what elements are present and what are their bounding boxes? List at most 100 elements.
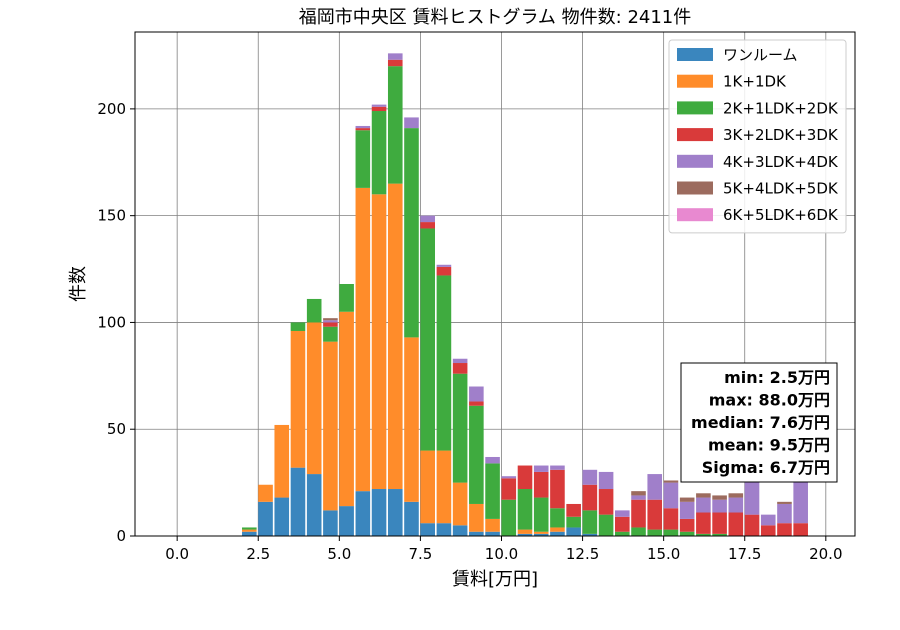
bar-segment (615, 531, 630, 536)
bar-segment (760, 514, 776, 526)
bar-segment (679, 531, 695, 536)
bar-segment (323, 510, 338, 536)
bar-segment (339, 284, 354, 312)
bar-segment (387, 53, 403, 60)
bar-segment (420, 523, 435, 536)
legend-swatch (677, 208, 713, 222)
bar-segment (793, 523, 808, 536)
legend-entry: 2K+1LDK+2DK (723, 99, 839, 117)
bar-segment (533, 531, 549, 534)
bar-segment (712, 495, 727, 500)
bar-segment (469, 405, 484, 504)
bar-segment (631, 495, 646, 500)
bar-segment (355, 128, 371, 131)
stats-line: mean: 9.5万円 (708, 436, 830, 455)
bar-segment (290, 322, 306, 331)
bar-segment (598, 489, 614, 515)
plot-frame (134, 31, 856, 537)
bar-segment (469, 386, 484, 402)
bar-segment (339, 506, 354, 536)
legend-swatch (677, 128, 713, 142)
bar-segment (355, 125, 371, 129)
bar-segment (436, 264, 452, 267)
bar-segment (517, 533, 533, 536)
bar-segment (404, 117, 419, 129)
x-tick-label: 7.5 (408, 545, 432, 563)
bar-segment (517, 529, 533, 534)
bar-segment (323, 322, 338, 327)
bar-segment (387, 59, 403, 67)
bar-segment (339, 311, 354, 507)
y-tick-label: 50 (107, 420, 126, 438)
bar-segment (371, 194, 387, 490)
bar-segment (420, 228, 435, 451)
bar-segment (306, 474, 322, 536)
bar-segment (728, 512, 744, 536)
bar-segment (242, 529, 257, 532)
bar-segment (631, 491, 646, 496)
bar-segment (355, 491, 371, 536)
legend-swatch (677, 154, 713, 168)
bar-segment (582, 484, 598, 511)
bar-segment (323, 318, 338, 321)
bar-segment (452, 363, 468, 374)
bar-segment (712, 533, 727, 536)
bar-segment (387, 66, 403, 184)
legend-swatch (677, 74, 713, 88)
x-tick-label: 15.0 (647, 545, 680, 563)
y-axis-label: 件数 (68, 266, 89, 302)
bar-segment (550, 465, 565, 470)
bar-segment (274, 497, 290, 536)
bar-segment (469, 531, 484, 536)
bar-segment (696, 512, 711, 534)
bar-segment (582, 469, 598, 485)
bar-segment (387, 489, 403, 536)
bar-segment (631, 499, 646, 528)
bar-segment (501, 499, 517, 536)
bar-segment (420, 450, 435, 524)
bar-segment (566, 503, 581, 517)
y-axis-ticks: 0 50 100 150 200 (97, 100, 135, 545)
bar-segment (452, 373, 468, 483)
bar-segment (469, 503, 484, 532)
bar-segment (696, 493, 711, 498)
bar-segment (744, 514, 760, 536)
legend-entry: 1K+1DK (723, 73, 787, 91)
stats-line: Sigma: 6.7万円 (702, 458, 830, 477)
legend-swatch (677, 48, 713, 61)
bar-segment (663, 480, 679, 483)
bar-segment (533, 471, 549, 498)
y-tick-label: 0 (116, 527, 126, 545)
legend: ワンルーム 1K+1DK 2K+1LDK+2DK 3K+2LDK+3DK 4K+3LDK… (668, 39, 847, 234)
x-tick-label: 5.0 (327, 545, 351, 563)
bar-segment (582, 510, 598, 534)
legend-swatch (677, 181, 713, 195)
stats-frame (680, 362, 838, 483)
bar-segment (485, 518, 500, 532)
y-tick-label: 200 (97, 100, 126, 118)
y-tick-label: 150 (97, 207, 126, 225)
bar-segment (452, 358, 468, 364)
bar-segment (663, 482, 679, 509)
x-tick-label: 0.0 (165, 545, 189, 563)
bar-segment (793, 476, 808, 524)
legend-entry: 6K+5LDK+6DK (723, 206, 839, 224)
bar-segment (242, 531, 257, 536)
bar-segment (323, 341, 338, 511)
bar-segment (712, 512, 727, 534)
legend-entry: ワンルーム (723, 46, 798, 64)
bar-segment (242, 527, 257, 530)
bar-segment (371, 489, 387, 536)
bar-segment (679, 518, 695, 532)
bar-segment (452, 482, 468, 526)
bar-segment (728, 493, 744, 498)
bar-segment (355, 130, 371, 188)
bar-segment (485, 456, 500, 464)
legend-entry: 3K+2LDK+3DK (723, 126, 839, 144)
x-axis-label: 賃料[万円] (452, 569, 538, 590)
bar-segment (533, 497, 549, 532)
bar-segment (631, 527, 646, 536)
bar-segment (371, 111, 387, 195)
bar-segment (533, 465, 549, 472)
